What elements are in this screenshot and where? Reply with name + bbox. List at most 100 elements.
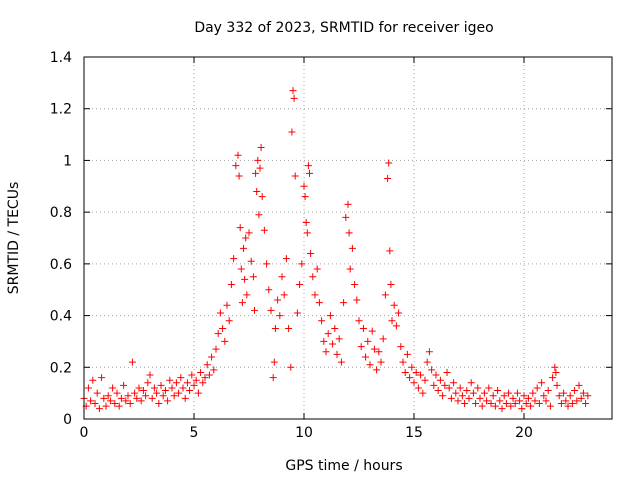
- data-point-marker: [106, 397, 114, 405]
- data-point-marker: [219, 325, 227, 332]
- x-tick-label: 0: [80, 425, 89, 441]
- data-point-marker: [120, 381, 128, 389]
- data-point-marker: [529, 389, 537, 397]
- data-point-marker: [417, 371, 425, 379]
- data-point-marker: [566, 392, 574, 400]
- data-point-marker: [362, 353, 370, 361]
- data-point-marker: [324, 330, 332, 338]
- data-point-marker: [387, 281, 395, 289]
- data-point-marker: [249, 273, 257, 281]
- data-point-marker: [399, 358, 407, 366]
- y-tick-label: 0: [63, 412, 72, 428]
- data-point-marker: [469, 389, 477, 397]
- data-point-marker: [157, 381, 165, 389]
- data-point-marker: [241, 275, 249, 283]
- data-point-marker: [401, 368, 409, 376]
- data-point-marker: [122, 397, 130, 405]
- data-point-marker: [146, 371, 154, 379]
- data-point-marker: [84, 384, 92, 392]
- data-point-marker: [344, 200, 352, 208]
- data-point-marker: [245, 229, 253, 237]
- data-point-marker: [93, 389, 101, 397]
- data-point-marker: [285, 325, 293, 332]
- data-point-marker: [373, 366, 381, 374]
- data-point-marker: [487, 399, 495, 407]
- data-point-marker: [474, 384, 482, 392]
- data-point-marker: [240, 244, 247, 252]
- data-point-marker: [553, 381, 561, 389]
- data-point-marker: [579, 389, 587, 397]
- data-point-marker: [89, 376, 97, 384]
- data-point-marker: [552, 368, 560, 376]
- data-point-marker: [302, 218, 310, 226]
- data-point-marker: [375, 348, 383, 356]
- data-point-marker: [465, 394, 473, 402]
- data-point-marker: [538, 379, 546, 387]
- data-point-marker: [337, 358, 345, 366]
- data-point-marker: [560, 389, 568, 397]
- data-point-marker: [531, 397, 539, 405]
- data-point-marker: [320, 337, 328, 345]
- data-point-marker: [258, 193, 266, 201]
- data-point-marker: [443, 368, 451, 376]
- data-point-marker: [549, 374, 557, 382]
- data-point-marker: [98, 374, 106, 382]
- data-point-marker: [265, 286, 273, 294]
- data-point-marker: [377, 358, 385, 366]
- data-point-marker: [478, 402, 486, 410]
- data-point-marker: [203, 361, 211, 369]
- data-point-marker: [124, 392, 132, 400]
- data-point-marker: [188, 371, 196, 379]
- data-point-marker: [467, 379, 475, 387]
- data-point-marker: [540, 392, 548, 400]
- y-tick-label: 1.4: [50, 50, 72, 66]
- data-point-marker: [385, 159, 393, 167]
- data-point-marker: [254, 156, 262, 164]
- data-point-marker: [242, 234, 250, 242]
- x-axis-title: GPS time / hours: [285, 458, 402, 474]
- data-point-marker: [205, 371, 213, 379]
- data-point-marker: [153, 389, 161, 397]
- data-point-marker: [505, 389, 513, 397]
- data-point-marker: [562, 397, 570, 405]
- data-point-marker: [298, 260, 306, 268]
- data-point-marker: [199, 379, 207, 387]
- data-point-marker: [368, 327, 376, 335]
- data-point-marker: [172, 379, 180, 387]
- data-point-marker: [274, 296, 282, 304]
- data-point-marker: [571, 387, 579, 395]
- data-point-marker: [91, 399, 99, 407]
- data-point-marker: [313, 265, 321, 273]
- data-point-marker: [370, 345, 378, 353]
- data-point-marker: [300, 182, 308, 190]
- data-point-marker: [227, 281, 235, 289]
- y-tick-label: 0.2: [50, 360, 72, 376]
- data-point-marker: [291, 172, 299, 180]
- data-point-marker: [351, 281, 359, 289]
- data-point-marker: [496, 397, 504, 405]
- data-point-marker: [255, 211, 263, 219]
- data-point-marker: [109, 384, 117, 392]
- data-point-marker: [306, 169, 313, 177]
- data-point-marker: [148, 394, 156, 402]
- data-point-marker: [223, 301, 231, 309]
- data-point-marker: [331, 325, 339, 332]
- data-point-marker: [584, 392, 592, 400]
- data-point-marker: [282, 255, 290, 263]
- data-point-marker: [414, 384, 422, 392]
- data-point-marker: [577, 394, 585, 402]
- data-point-marker: [253, 187, 261, 195]
- data-point-marker: [447, 394, 455, 402]
- data-point-marker: [326, 312, 334, 320]
- data-point-marker: [257, 144, 265, 151]
- data-point-marker: [208, 353, 216, 361]
- data-point-marker: [430, 381, 438, 389]
- data-point-marker: [345, 229, 353, 237]
- data-point-marker: [164, 397, 172, 405]
- data-point-marker: [201, 374, 209, 382]
- data-point-marker: [564, 402, 572, 410]
- data-point-marker: [421, 376, 429, 384]
- data-point-marker: [507, 402, 515, 410]
- data-point-marker: [225, 317, 233, 325]
